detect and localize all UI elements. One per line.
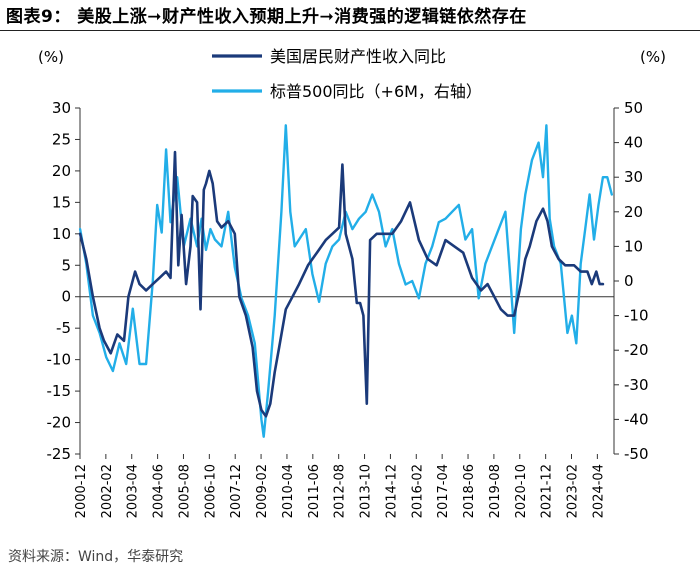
left-tick-label: -25 — [47, 445, 72, 463]
right-tick-label: 20 — [624, 203, 643, 221]
x-tick-label: 2020-10 — [514, 464, 529, 518]
right-tick-label: -50 — [624, 445, 649, 463]
left-tick-label: -15 — [47, 382, 72, 400]
left-tick-label: 20 — [52, 162, 71, 180]
x-tick-label: 2010-04 — [281, 464, 296, 518]
x-tick-label: 2002-02 — [100, 464, 115, 518]
left-tick-label: -5 — [56, 319, 71, 337]
legend-label-1: 标普500同比（+6M，右轴） — [270, 82, 482, 101]
title-divider — [0, 30, 700, 31]
left-tick-label: -20 — [47, 414, 72, 432]
x-tick-label: 2006-10 — [203, 464, 218, 518]
figure-title: 图表9： 美股上涨➞财产性收入预期上升➞消费强的逻辑链依然存在 — [6, 7, 527, 27]
series-line-property-income — [78, 150, 605, 418]
x-tick-label: 2019-08 — [488, 464, 503, 518]
x-tick-label: 2021-12 — [540, 464, 555, 518]
left-tick-label: 5 — [61, 256, 71, 274]
x-tick-label: 2024-04 — [591, 464, 606, 518]
x-tick-label: 2012-08 — [333, 464, 348, 518]
right-tick-label: 50 — [624, 99, 643, 117]
series-line-sp500 — [78, 124, 613, 438]
left-tick-label: 0 — [61, 288, 71, 306]
left-tick-label: 25 — [52, 130, 71, 148]
x-tick-label: 2004-06 — [152, 464, 167, 518]
left-tick-label: 15 — [52, 193, 71, 211]
x-tick-label: 2000-12 — [74, 464, 89, 518]
right-tick-label: 10 — [624, 237, 643, 255]
x-tick-label: 2018-06 — [462, 464, 477, 518]
series-layer — [78, 124, 613, 438]
x-tick-label: 2009-02 — [255, 464, 270, 518]
right-tick-label: -40 — [624, 410, 649, 428]
left-tick-label: -10 — [47, 351, 72, 369]
x-tick-label: 2005-08 — [177, 464, 192, 518]
x-tick-label: 2003-04 — [126, 464, 141, 518]
x-tick-label: 2013-10 — [359, 464, 374, 518]
chart-axes: -25-20-15-10-5051015202530-50-40-30-20-1… — [47, 99, 649, 518]
x-tick-label: 2016-02 — [410, 464, 425, 518]
x-tick-label: 2011-06 — [307, 464, 322, 518]
right-tick-label: 0 — [624, 272, 634, 290]
left-tick-label: 10 — [52, 225, 71, 243]
source-note: 资料来源：Wind，华泰研究 — [8, 549, 184, 565]
left-axis-unit: (%) — [38, 48, 64, 66]
right-tick-label: 30 — [624, 168, 643, 186]
legend-label-0: 美国居民财产性收入同比 — [270, 47, 446, 66]
right-axis-unit: (%) — [640, 48, 666, 66]
x-tick-label: 2023-02 — [565, 464, 580, 518]
right-tick-label: -30 — [624, 376, 649, 394]
right-tick-label: -20 — [624, 341, 649, 359]
right-tick-label: 40 — [624, 134, 643, 152]
x-tick-label: 2014-12 — [384, 464, 399, 518]
x-tick-label: 2017-04 — [436, 464, 451, 518]
left-tick-label: 30 — [52, 99, 71, 117]
right-tick-label: -10 — [624, 307, 649, 325]
x-tick-label: 2007-12 — [229, 464, 244, 518]
